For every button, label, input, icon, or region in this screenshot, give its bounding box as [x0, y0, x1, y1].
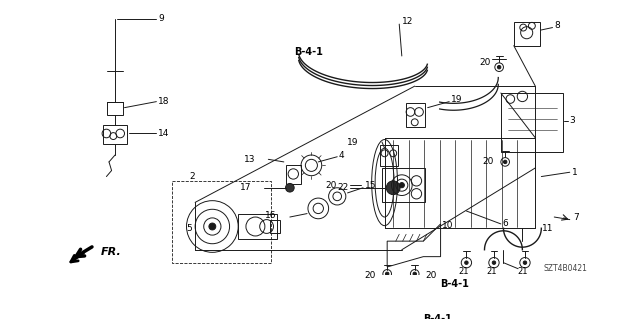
Circle shape [504, 160, 507, 164]
Circle shape [209, 223, 216, 230]
Bar [501, 93, 563, 152]
Text: 20: 20 [326, 181, 337, 190]
Bar [285, 165, 301, 184]
Circle shape [497, 65, 501, 69]
Text: 11: 11 [542, 224, 554, 233]
Text: 18: 18 [158, 97, 170, 106]
Text: 21: 21 [486, 267, 497, 276]
Text: 21: 21 [517, 267, 527, 276]
Text: 12: 12 [402, 17, 413, 26]
Text: B-4-1: B-4-1 [440, 279, 470, 289]
Text: 20: 20 [479, 57, 490, 66]
Text: 20: 20 [483, 157, 494, 167]
Bar [103, 125, 127, 144]
Text: 16: 16 [266, 211, 277, 220]
Text: 7: 7 [573, 212, 579, 221]
Text: 3: 3 [570, 116, 575, 125]
Circle shape [399, 182, 404, 188]
Bar [270, 220, 280, 233]
Text: 9: 9 [158, 14, 164, 24]
Text: 5: 5 [186, 224, 192, 233]
Text: 1: 1 [572, 168, 577, 177]
Circle shape [524, 261, 527, 264]
Circle shape [465, 261, 468, 264]
Text: 17: 17 [239, 183, 251, 192]
Text: 20: 20 [365, 271, 376, 280]
Circle shape [285, 183, 294, 192]
Text: 19: 19 [348, 137, 359, 147]
Bar [380, 145, 397, 166]
Text: 6: 6 [502, 219, 508, 228]
Text: 13: 13 [244, 155, 255, 164]
Bar [172, 181, 271, 263]
Text: 2: 2 [189, 172, 195, 181]
Bar [406, 103, 425, 128]
Bar [108, 102, 123, 115]
Text: B-4-1: B-4-1 [294, 47, 323, 57]
Bar [238, 214, 277, 240]
Text: 14: 14 [158, 129, 170, 138]
Text: 15: 15 [365, 181, 376, 190]
Text: 22: 22 [337, 183, 348, 192]
Bar [514, 21, 540, 46]
Text: 19: 19 [451, 94, 463, 104]
Text: SZT4B0421: SZT4B0421 [544, 264, 588, 273]
Circle shape [385, 272, 389, 276]
Text: 21: 21 [459, 267, 469, 276]
Circle shape [413, 272, 417, 276]
Text: 4: 4 [339, 151, 344, 160]
Text: B-4-1: B-4-1 [423, 314, 452, 319]
Circle shape [387, 181, 400, 195]
Bar [382, 168, 425, 202]
Circle shape [492, 261, 496, 264]
Text: 10: 10 [442, 221, 454, 230]
Text: 8: 8 [554, 21, 560, 30]
Text: FR.: FR. [100, 247, 121, 257]
Text: 20: 20 [425, 271, 436, 280]
